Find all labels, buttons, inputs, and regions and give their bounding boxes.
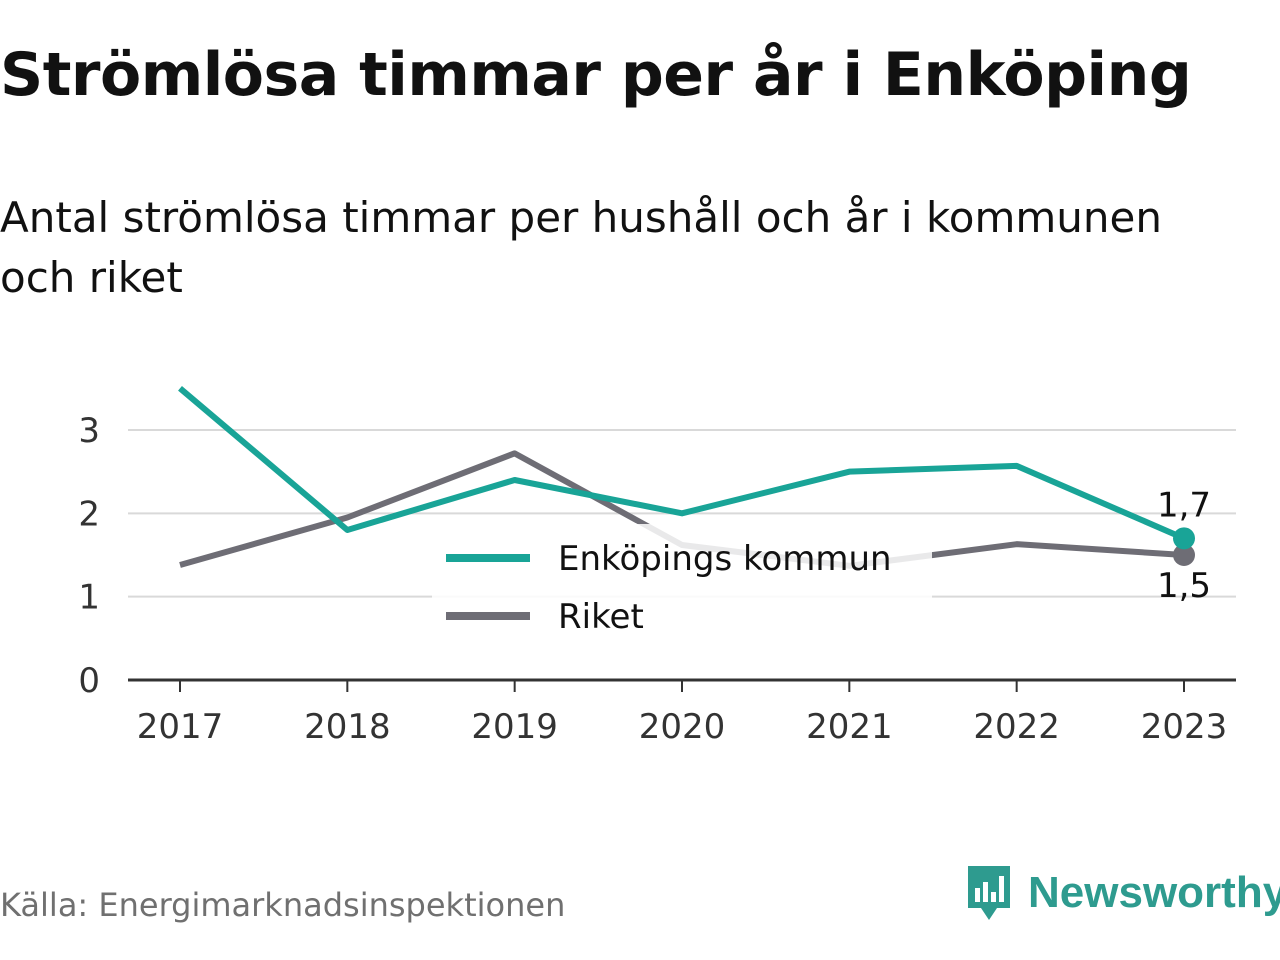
end-value-label: 1,7 xyxy=(1157,485,1211,525)
end-labels: 1,7 1,5 xyxy=(1157,485,1211,606)
y-tick-label: 0 xyxy=(78,661,100,701)
legend-background xyxy=(432,524,932,648)
x-axis: 2017 2018 2019 2020 2021 2022 2023 xyxy=(128,678,1236,747)
x-tick-label: 2020 xyxy=(639,707,726,747)
y-axis-ticks: 0 1 2 3 xyxy=(78,411,100,701)
chart-title: Strömlösa timmar per år i Enköping xyxy=(0,40,1192,110)
legend: Enköpings kommun Riket xyxy=(432,524,932,648)
x-tick-label: 2021 xyxy=(806,707,893,747)
chart-subtitle: Antal strömlösa timmar per hushåll och å… xyxy=(0,193,1162,302)
source-note: Källa: Energimarknadsinspektionen xyxy=(0,886,566,924)
x-tick-label: 2019 xyxy=(471,707,558,747)
legend-label: Enköpings kommun xyxy=(558,539,892,579)
series-end-point xyxy=(1173,527,1195,550)
y-tick-label: 3 xyxy=(78,411,100,451)
x-tick-label: 2018 xyxy=(304,707,391,747)
x-tick-label: 2023 xyxy=(1141,707,1228,747)
y-tick-label: 1 xyxy=(78,578,100,618)
bar-chart-speech-bubble-icon xyxy=(968,866,1010,920)
legend-label: Riket xyxy=(558,597,644,637)
line-chart: 0 1 2 3 2017 2018 2019 2020 2021 2022 2023 Enköpi… xyxy=(78,386,1236,747)
x-tick-label: 2017 xyxy=(137,707,224,747)
x-tick-label: 2022 xyxy=(973,707,1060,747)
end-value-label: 1,5 xyxy=(1157,566,1211,606)
newsworthy-logo[interactable]: Newsworthy xyxy=(964,862,1280,924)
brand-name: Newsworthy xyxy=(1028,868,1280,917)
series-end-point xyxy=(1173,544,1195,566)
y-tick-label: 2 xyxy=(78,494,100,534)
series-line xyxy=(178,386,1186,542)
